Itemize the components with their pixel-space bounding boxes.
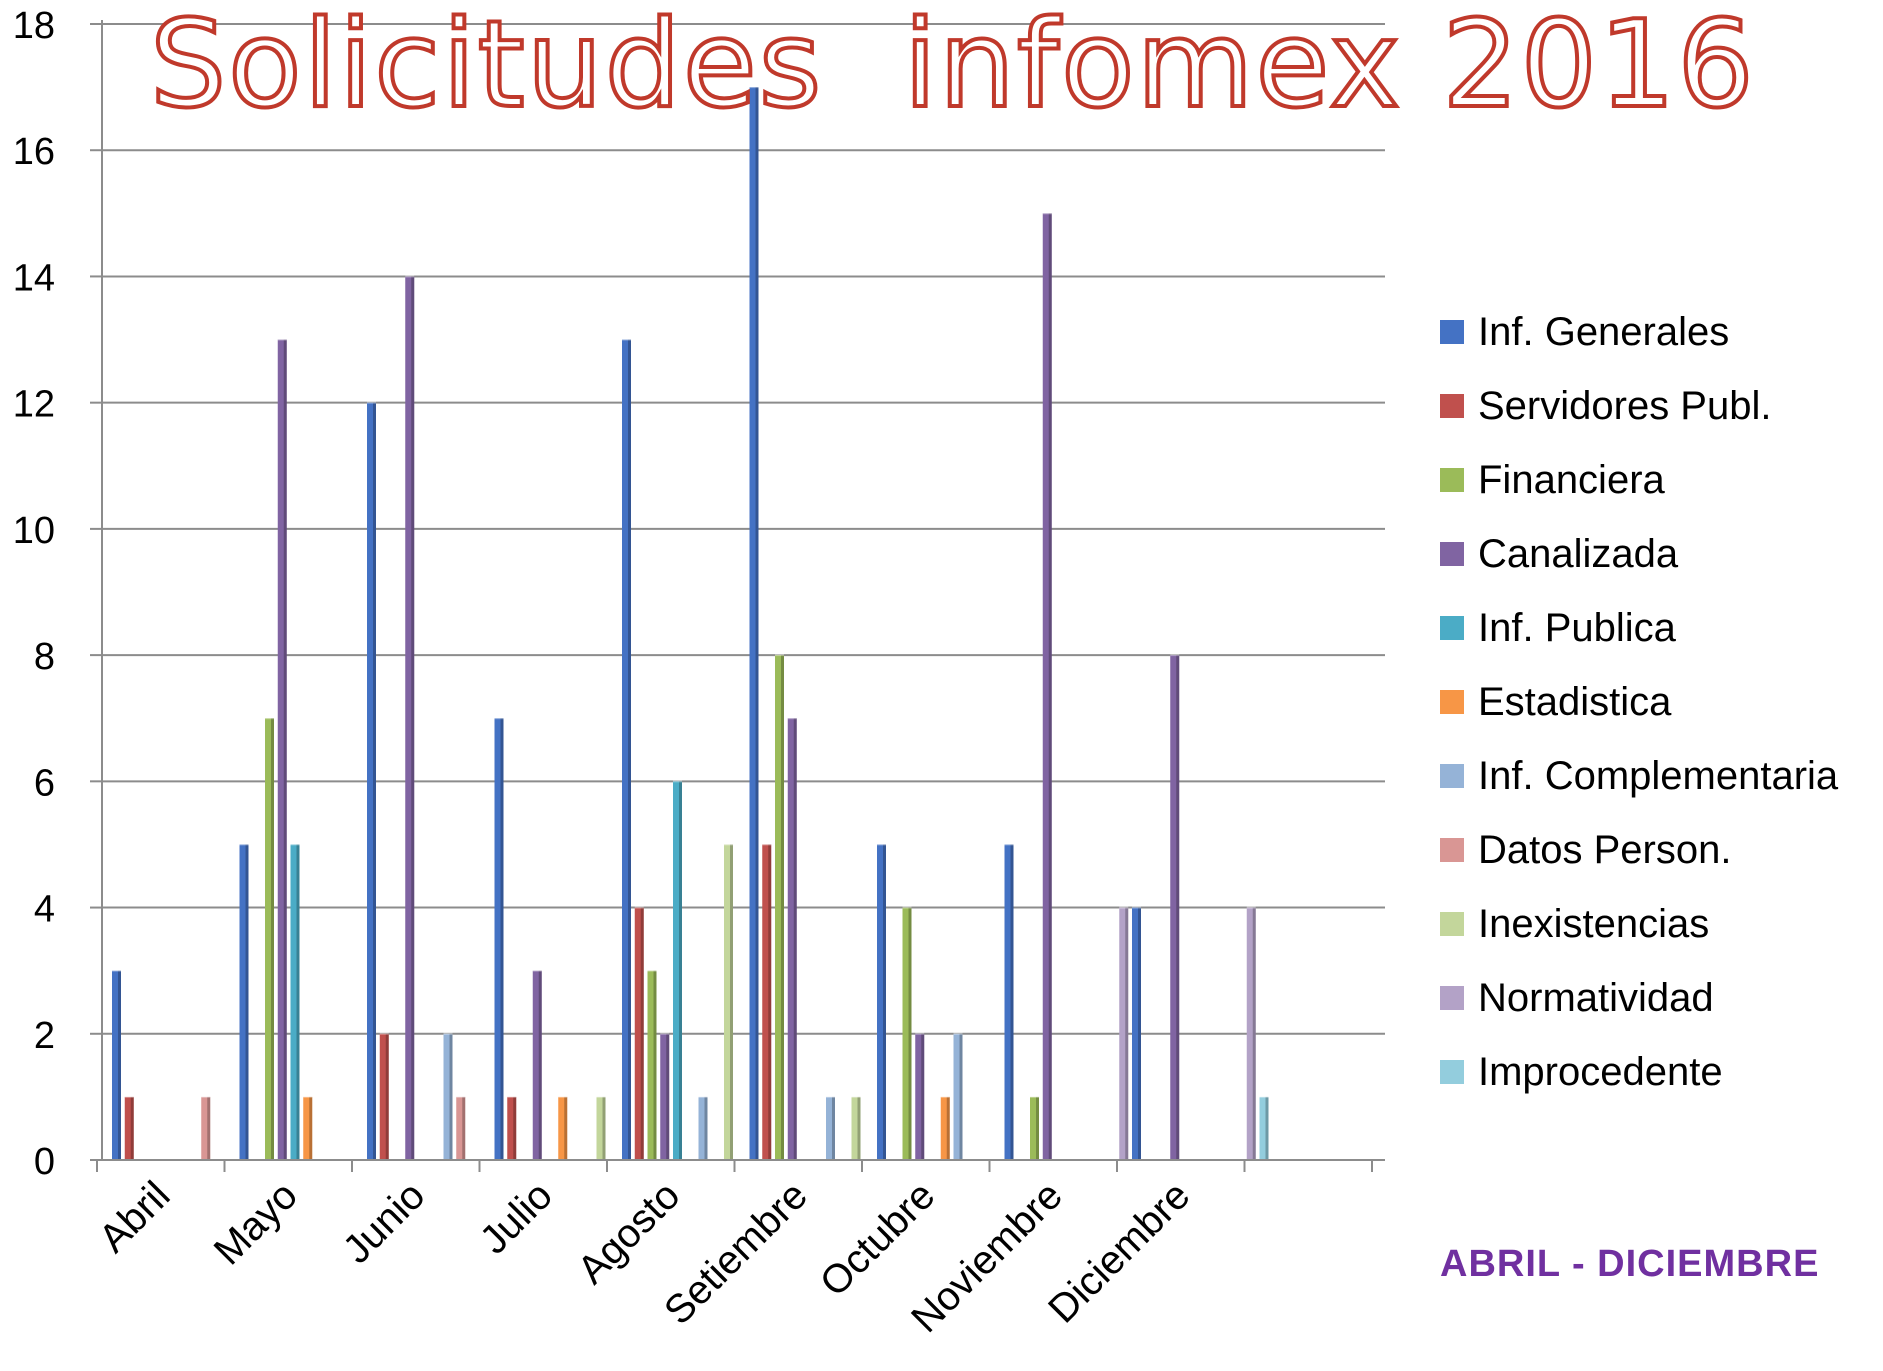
legend-label: Canalizada — [1478, 531, 1679, 576]
bar — [634, 905, 644, 1160]
bar — [1259, 1094, 1269, 1160]
bar — [507, 1094, 517, 1160]
legend-item: Estadistica — [1440, 665, 1838, 739]
legend-swatch — [1440, 320, 1464, 344]
bar — [826, 1094, 835, 1160]
bar — [1030, 1094, 1039, 1160]
bar — [647, 968, 657, 1160]
legend-swatch — [1440, 468, 1464, 492]
period-note: ABRIL - DICIEMBRE — [1440, 1243, 1820, 1285]
legend-swatch — [1440, 542, 1464, 566]
legend-label: Estadistica — [1478, 679, 1672, 724]
y-tick-label: 14 — [13, 257, 55, 299]
legend-item: Financiera — [1440, 443, 1838, 517]
bar — [749, 85, 759, 1161]
bar — [1004, 842, 1014, 1160]
y-tick-label: 8 — [34, 636, 55, 678]
bar — [787, 716, 797, 1160]
x-category-label: Mayo — [206, 1173, 306, 1273]
bar — [915, 1031, 925, 1160]
y-tick-label: 18 — [13, 5, 55, 47]
bar — [660, 1031, 670, 1160]
y-tick-label: 10 — [13, 510, 55, 552]
bar — [1170, 653, 1180, 1160]
x-category-label: Abril — [91, 1173, 179, 1261]
bar — [558, 1094, 568, 1160]
x-category-label: Junio — [335, 1173, 434, 1272]
legend-swatch — [1440, 1060, 1464, 1084]
bar — [724, 842, 733, 1160]
legend-item: Datos Person. — [1440, 813, 1838, 887]
x-category-label: Julio — [472, 1173, 561, 1262]
bar — [367, 400, 376, 1161]
bar — [1246, 905, 1256, 1160]
bar — [290, 842, 300, 1160]
legend-label: Inf. Complementaria — [1478, 753, 1839, 798]
legend-item: Inf. Generales — [1440, 295, 1838, 369]
legend-swatch — [1440, 764, 1464, 788]
bar — [1042, 211, 1052, 1161]
bar — [379, 1031, 389, 1160]
legend-label: Inexistencias — [1478, 901, 1710, 946]
y-tick-label: 2 — [34, 1015, 55, 1057]
bar — [1132, 905, 1141, 1160]
bar — [265, 716, 274, 1160]
legend-label: Datos Person. — [1478, 827, 1732, 872]
legend-label: Servidores Publ. — [1478, 383, 1772, 428]
bar — [673, 779, 682, 1160]
bar — [201, 1094, 211, 1160]
legend-swatch — [1440, 838, 1464, 862]
legend-label: Normatividad — [1478, 975, 1714, 1020]
legend-item: Normatividad — [1440, 961, 1838, 1035]
bar — [494, 716, 504, 1160]
y-tick-label: 0 — [34, 1141, 55, 1183]
bar — [277, 337, 287, 1160]
legend-swatch — [1440, 986, 1464, 1010]
legend-item: Inf. Complementaria — [1440, 739, 1838, 813]
y-tick-label: 6 — [34, 762, 55, 804]
legend-label: Inf. Publica — [1478, 605, 1676, 650]
x-category-label: Octubre — [812, 1173, 944, 1305]
legend-item: Inf. Publica — [1440, 591, 1838, 665]
x-category-label: Agosto — [569, 1173, 688, 1292]
bar — [851, 1094, 861, 1160]
legend-item: Canalizada — [1440, 517, 1838, 591]
bar — [532, 968, 542, 1160]
bar — [698, 1094, 708, 1160]
bar — [239, 842, 249, 1160]
legend-label: Improcedente — [1478, 1049, 1723, 1094]
legend-item: Servidores Publ. — [1440, 369, 1838, 443]
bar — [1119, 905, 1129, 1160]
bar — [940, 1094, 950, 1160]
chart-title: Solicitudes infomex 2016 — [148, 0, 1756, 135]
bar — [953, 1031, 963, 1160]
chart-legend: Inf. Generales Servidores Publ. Financiera… — [1440, 295, 1838, 1109]
y-tick-label: 16 — [13, 131, 55, 173]
bar — [877, 842, 886, 1160]
bar — [303, 1094, 313, 1160]
bar — [596, 1094, 606, 1160]
legend-item: Inexistencias — [1440, 887, 1838, 961]
bar — [443, 1031, 453, 1160]
legend-swatch — [1440, 690, 1464, 714]
bar — [622, 337, 631, 1160]
bar — [112, 968, 121, 1160]
legend-swatch — [1440, 912, 1464, 936]
bar — [775, 653, 784, 1160]
legend-swatch — [1440, 616, 1464, 640]
legend-label: Inf. Generales — [1478, 309, 1730, 354]
y-tick-label: 12 — [13, 384, 55, 426]
legend-label: Financiera — [1478, 457, 1665, 502]
legend-swatch — [1440, 394, 1464, 418]
bar — [762, 842, 772, 1160]
bar — [124, 1094, 134, 1160]
x-category-label: Diciembre — [1040, 1173, 1198, 1331]
bar — [405, 274, 415, 1160]
bar — [456, 1094, 466, 1160]
bar — [902, 905, 912, 1160]
y-tick-label: 4 — [34, 889, 55, 931]
legend-item: Improcedente — [1440, 1035, 1838, 1109]
